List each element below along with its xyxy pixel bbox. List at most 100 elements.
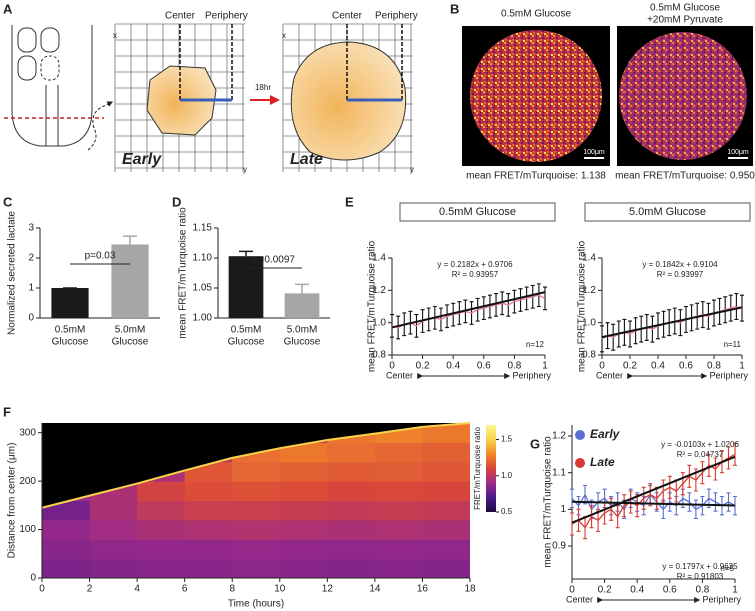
panel-a: Center Periphery x y Early 18hr Center P… bbox=[4, 11, 418, 174]
y-tick-label: 0.8 bbox=[372, 350, 386, 361]
heatmap-cell bbox=[374, 539, 423, 560]
x-tick-label: 0 bbox=[599, 361, 605, 372]
crypt bbox=[17, 27, 37, 53]
x-tick-label: 18 bbox=[464, 584, 476, 595]
legend-marker bbox=[575, 458, 585, 468]
colorbar-tick-label: 1.0 bbox=[501, 471, 513, 480]
error-bar bbox=[543, 286, 547, 311]
x-end-label: Periphery bbox=[512, 370, 551, 380]
chart-title: 5.0mM Glucose bbox=[629, 206, 706, 218]
crypt bbox=[40, 27, 60, 53]
heatmap-cell bbox=[184, 481, 233, 501]
series-line bbox=[571, 453, 736, 529]
panel-label: F bbox=[3, 404, 11, 419]
n-label: n=11 bbox=[724, 340, 742, 349]
boundary-line bbox=[41, 422, 471, 509]
x-end-label: Periphery bbox=[702, 594, 741, 604]
y-axis-label: Normalized secreted lactate bbox=[7, 211, 18, 335]
x-tick-label: 0.2 bbox=[416, 361, 430, 372]
y-axis-label: mean FRET/mTurquoise ratio bbox=[543, 436, 554, 568]
fit-label: y = 0.1842x + 0.9104 bbox=[642, 260, 718, 269]
heatmap-cell bbox=[374, 519, 423, 540]
series-line bbox=[391, 294, 546, 329]
fit-r2: R² = 0.93997 bbox=[657, 270, 704, 279]
x-tick-label: 0.6 bbox=[663, 585, 677, 596]
heatmap-cell bbox=[279, 442, 328, 463]
panel-label: B bbox=[450, 1, 459, 16]
x-tick-label: 0.2 bbox=[623, 361, 637, 372]
x-tick-label: 0 bbox=[569, 585, 575, 596]
stage: Early bbox=[122, 151, 162, 168]
x-axis-label: Time (hours) bbox=[228, 599, 284, 610]
x-tick-label: 0.8 bbox=[507, 361, 521, 372]
heatmap-cell bbox=[279, 539, 328, 560]
y-tick-label: 1.0 bbox=[582, 317, 596, 328]
legend-marker bbox=[575, 430, 585, 440]
y-tick-label: 1 bbox=[28, 283, 34, 294]
fit-label: y = -0.0103x + 1.0206 bbox=[661, 440, 739, 449]
image-content bbox=[619, 32, 747, 160]
y-tick-label: 0.9 bbox=[552, 541, 566, 552]
heatmap-cell bbox=[327, 539, 376, 560]
heatmap-cell bbox=[327, 442, 376, 463]
y-axis-label: mean FRET/mTurquoise ratio bbox=[577, 240, 588, 372]
heatmap-cell bbox=[232, 481, 281, 501]
y-tick-label: 1.00 bbox=[193, 313, 213, 324]
heatmap-cell bbox=[327, 500, 376, 521]
label: Center bbox=[332, 11, 363, 22]
fit-r2: R² = 0.93957 bbox=[452, 270, 499, 279]
series-line bbox=[571, 493, 736, 511]
fit-line bbox=[571, 500, 736, 507]
heatmap-cell bbox=[137, 539, 186, 560]
x-tick-label: Glucose bbox=[284, 337, 321, 348]
fit-r2: R² = 0.04737 bbox=[677, 450, 724, 459]
y-axis-label: mean FRET/mTurquoise ratio bbox=[178, 207, 189, 339]
heatmap-cell bbox=[232, 539, 281, 560]
image-title: 0.5mM Glucose bbox=[501, 9, 571, 20]
heatmap-cell bbox=[279, 500, 328, 521]
y-tick-label: 0 bbox=[30, 573, 36, 584]
heatmap-cell bbox=[184, 500, 233, 521]
legend-label: Late bbox=[590, 455, 615, 469]
x-tick-label: 0 bbox=[39, 584, 45, 595]
heatmap-cell bbox=[374, 481, 423, 501]
x-tick-label: 0.6 bbox=[679, 361, 693, 372]
label: Center bbox=[165, 11, 196, 22]
x-end-label: Center bbox=[596, 370, 623, 380]
x-tick-label: 6 bbox=[182, 584, 188, 595]
x-tick-label: 12 bbox=[322, 584, 334, 595]
n-label: n=5 bbox=[720, 564, 734, 573]
title-box bbox=[399, 202, 556, 222]
heatmap-cell bbox=[232, 500, 281, 521]
x-tick-label: 0.4 bbox=[651, 361, 665, 372]
x-tick-label: 5.0mM bbox=[115, 325, 146, 336]
heatmap-cell bbox=[422, 500, 470, 521]
panel-b: 0.5mM Glucose 100μm mean FRET/mTurquoise… bbox=[462, 3, 755, 182]
colorbar-tick-label: 1.5 bbox=[501, 435, 513, 444]
y-tick-label: 1.2 bbox=[582, 285, 596, 296]
heatmap-cell bbox=[89, 519, 138, 540]
x-tick-label: Glucose bbox=[52, 337, 89, 348]
image-content bbox=[470, 30, 602, 162]
heatmap-cell bbox=[327, 558, 376, 578]
heatmap-cell bbox=[422, 558, 470, 578]
heatmap-cell bbox=[422, 481, 470, 501]
panel-label: C bbox=[3, 194, 13, 209]
y-tick-label: 1.10 bbox=[193, 253, 213, 264]
heatmap-cell bbox=[422, 423, 470, 443]
heatmap-cell bbox=[42, 539, 91, 560]
x-tick-label: 8 bbox=[229, 584, 235, 595]
heatmap-cell bbox=[42, 519, 91, 540]
heatmap-cell bbox=[374, 461, 423, 482]
annotation: p=0.03 bbox=[85, 251, 116, 262]
fit-label: y = 0.1797x + 0.9635 bbox=[662, 562, 738, 571]
stage: Late bbox=[290, 151, 323, 168]
heatmap-cell bbox=[184, 519, 233, 540]
x-tick-label: 1 bbox=[739, 361, 745, 372]
n-label: n=12 bbox=[526, 340, 545, 349]
colorbar bbox=[486, 425, 496, 512]
x-tick-label: 0.4 bbox=[446, 361, 460, 372]
y-tick-label: 1.2 bbox=[552, 431, 566, 442]
error-bar bbox=[733, 442, 737, 466]
heatmap-cell bbox=[279, 558, 328, 578]
